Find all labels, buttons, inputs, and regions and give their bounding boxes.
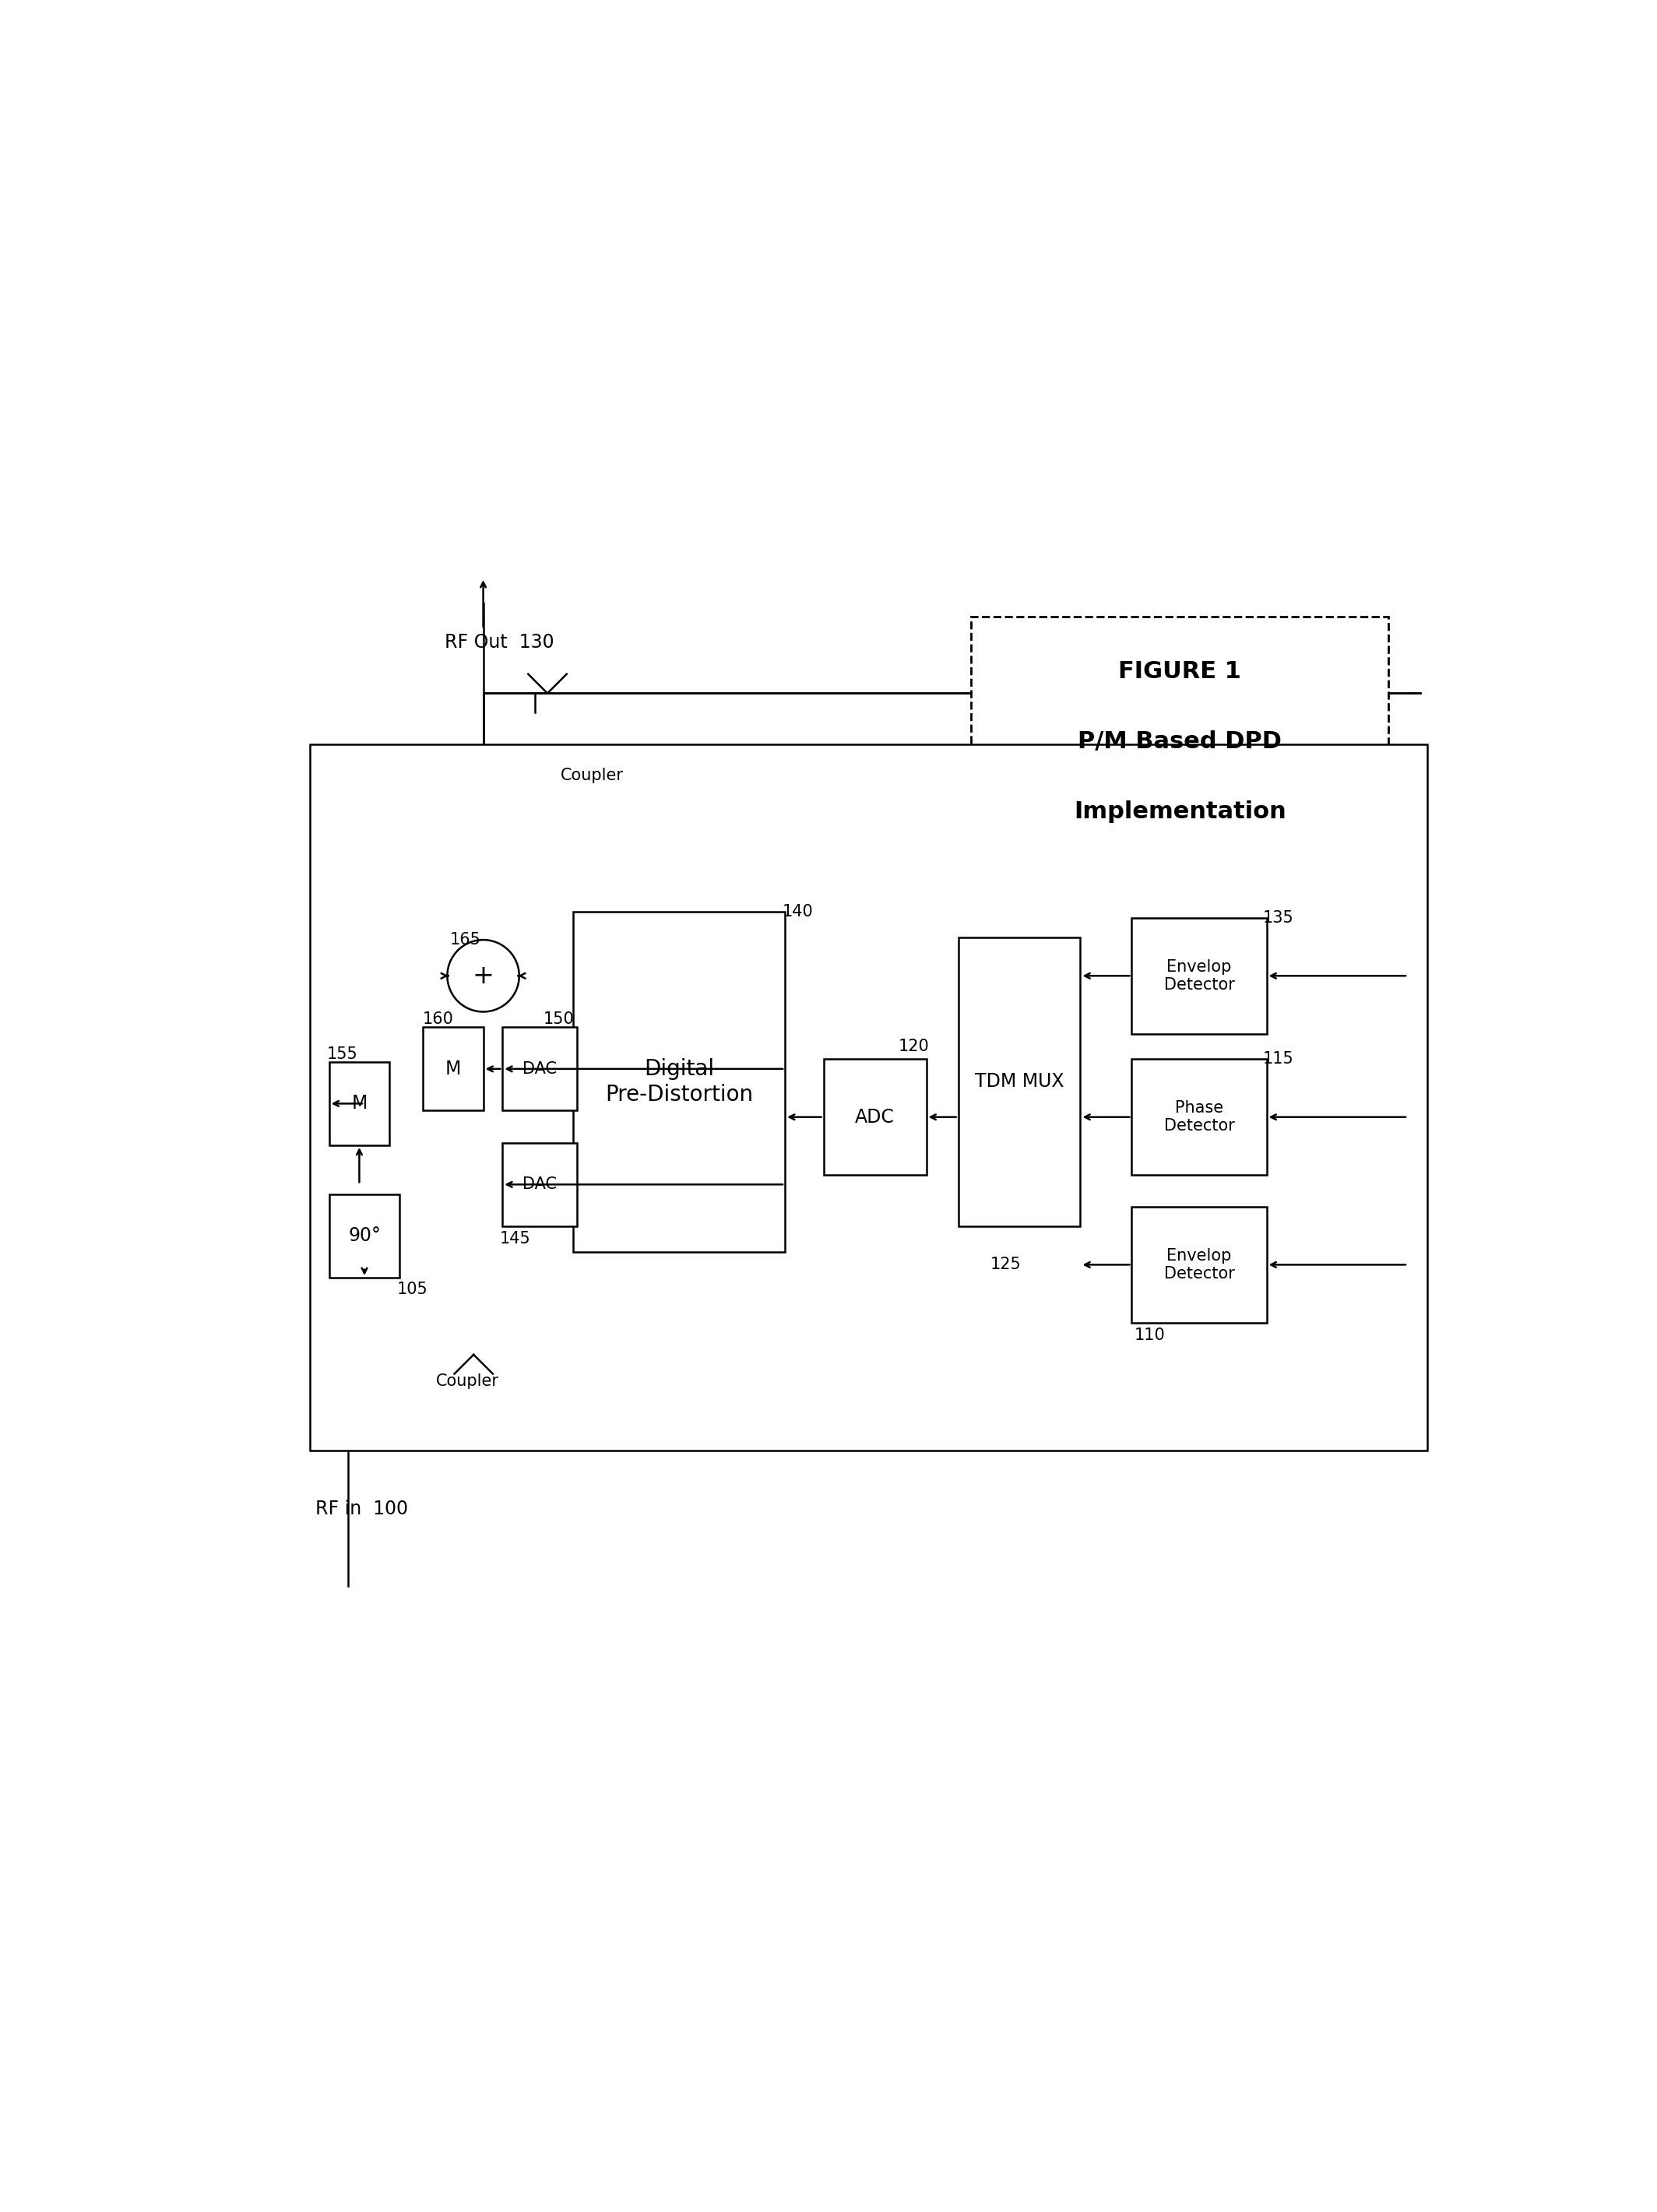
Text: 120: 120: [898, 1040, 930, 1055]
Text: Digital
Pre-Distortion: Digital Pre-Distortion: [605, 1057, 752, 1106]
FancyBboxPatch shape: [1132, 1060, 1266, 1175]
Text: 135: 135: [1263, 911, 1294, 927]
Text: 160: 160: [423, 1011, 454, 1026]
Text: DAC: DAC: [522, 1062, 557, 1077]
Text: RF in  100: RF in 100: [315, 1500, 408, 1517]
FancyBboxPatch shape: [502, 1144, 577, 1225]
Text: M: M: [446, 1060, 461, 1077]
FancyBboxPatch shape: [330, 1194, 399, 1279]
Text: FIGURE 1: FIGURE 1: [1118, 659, 1241, 684]
Text: Implementation: Implementation: [1074, 801, 1286, 823]
FancyBboxPatch shape: [330, 1062, 389, 1146]
Text: 165: 165: [449, 931, 481, 947]
Text: Envelop
Detector: Envelop Detector: [1163, 960, 1234, 993]
Text: 110: 110: [1135, 1327, 1165, 1343]
Text: 105: 105: [398, 1281, 428, 1296]
FancyBboxPatch shape: [1132, 1208, 1266, 1323]
FancyBboxPatch shape: [824, 1060, 926, 1175]
Text: TDM MUX: TDM MUX: [974, 1073, 1064, 1091]
Text: Coupler: Coupler: [560, 768, 623, 783]
Text: Coupler: Coupler: [436, 1374, 499, 1389]
FancyBboxPatch shape: [502, 1026, 577, 1110]
Circle shape: [447, 940, 519, 1011]
Text: P/M Based DPD: P/M Based DPD: [1079, 730, 1283, 752]
Text: 115: 115: [1263, 1051, 1294, 1066]
FancyBboxPatch shape: [310, 745, 1427, 1451]
FancyBboxPatch shape: [573, 911, 785, 1252]
FancyBboxPatch shape: [1132, 918, 1266, 1033]
Text: Envelop
Detector: Envelop Detector: [1163, 1248, 1234, 1281]
Text: 145: 145: [500, 1232, 530, 1248]
FancyBboxPatch shape: [423, 1026, 484, 1110]
Text: 125: 125: [991, 1256, 1021, 1272]
Text: DAC: DAC: [522, 1177, 557, 1192]
FancyBboxPatch shape: [958, 938, 1080, 1225]
Text: 150: 150: [543, 1011, 575, 1026]
Text: +: +: [472, 962, 494, 989]
Text: 140: 140: [782, 905, 814, 920]
Text: Phase
Detector: Phase Detector: [1163, 1099, 1234, 1135]
Text: 90°: 90°: [348, 1225, 381, 1245]
Text: RF Out  130: RF Out 130: [444, 633, 553, 650]
FancyBboxPatch shape: [971, 617, 1389, 867]
Text: ADC: ADC: [855, 1108, 895, 1126]
Text: 155: 155: [326, 1046, 358, 1062]
Text: M: M: [351, 1095, 368, 1113]
